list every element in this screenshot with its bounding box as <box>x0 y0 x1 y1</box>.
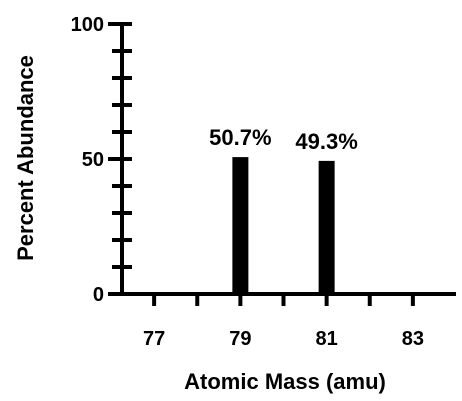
x-tick-label: 77 <box>143 328 165 350</box>
data-label: 49.3% <box>295 129 357 154</box>
x-tick-label: 79 <box>229 328 251 350</box>
bars <box>232 157 335 294</box>
labels: 50.7% 49.3% <box>209 125 358 154</box>
x-tick-label: 83 <box>402 328 424 350</box>
y-tick-label: 100 <box>71 14 104 36</box>
x-tick-label: 81 <box>316 328 338 350</box>
bar <box>318 160 335 294</box>
y-tick-label: 50 <box>82 149 104 171</box>
y-axis-title: Percent Abundance <box>13 55 38 261</box>
axes: 0 50 100 77 79 81 83 <box>71 14 456 350</box>
x-axis-title: Atomic Mass (amu) <box>184 369 386 394</box>
data-label: 50.7% <box>209 125 271 150</box>
bar <box>232 157 249 294</box>
y-tick-label: 0 <box>93 284 104 306</box>
